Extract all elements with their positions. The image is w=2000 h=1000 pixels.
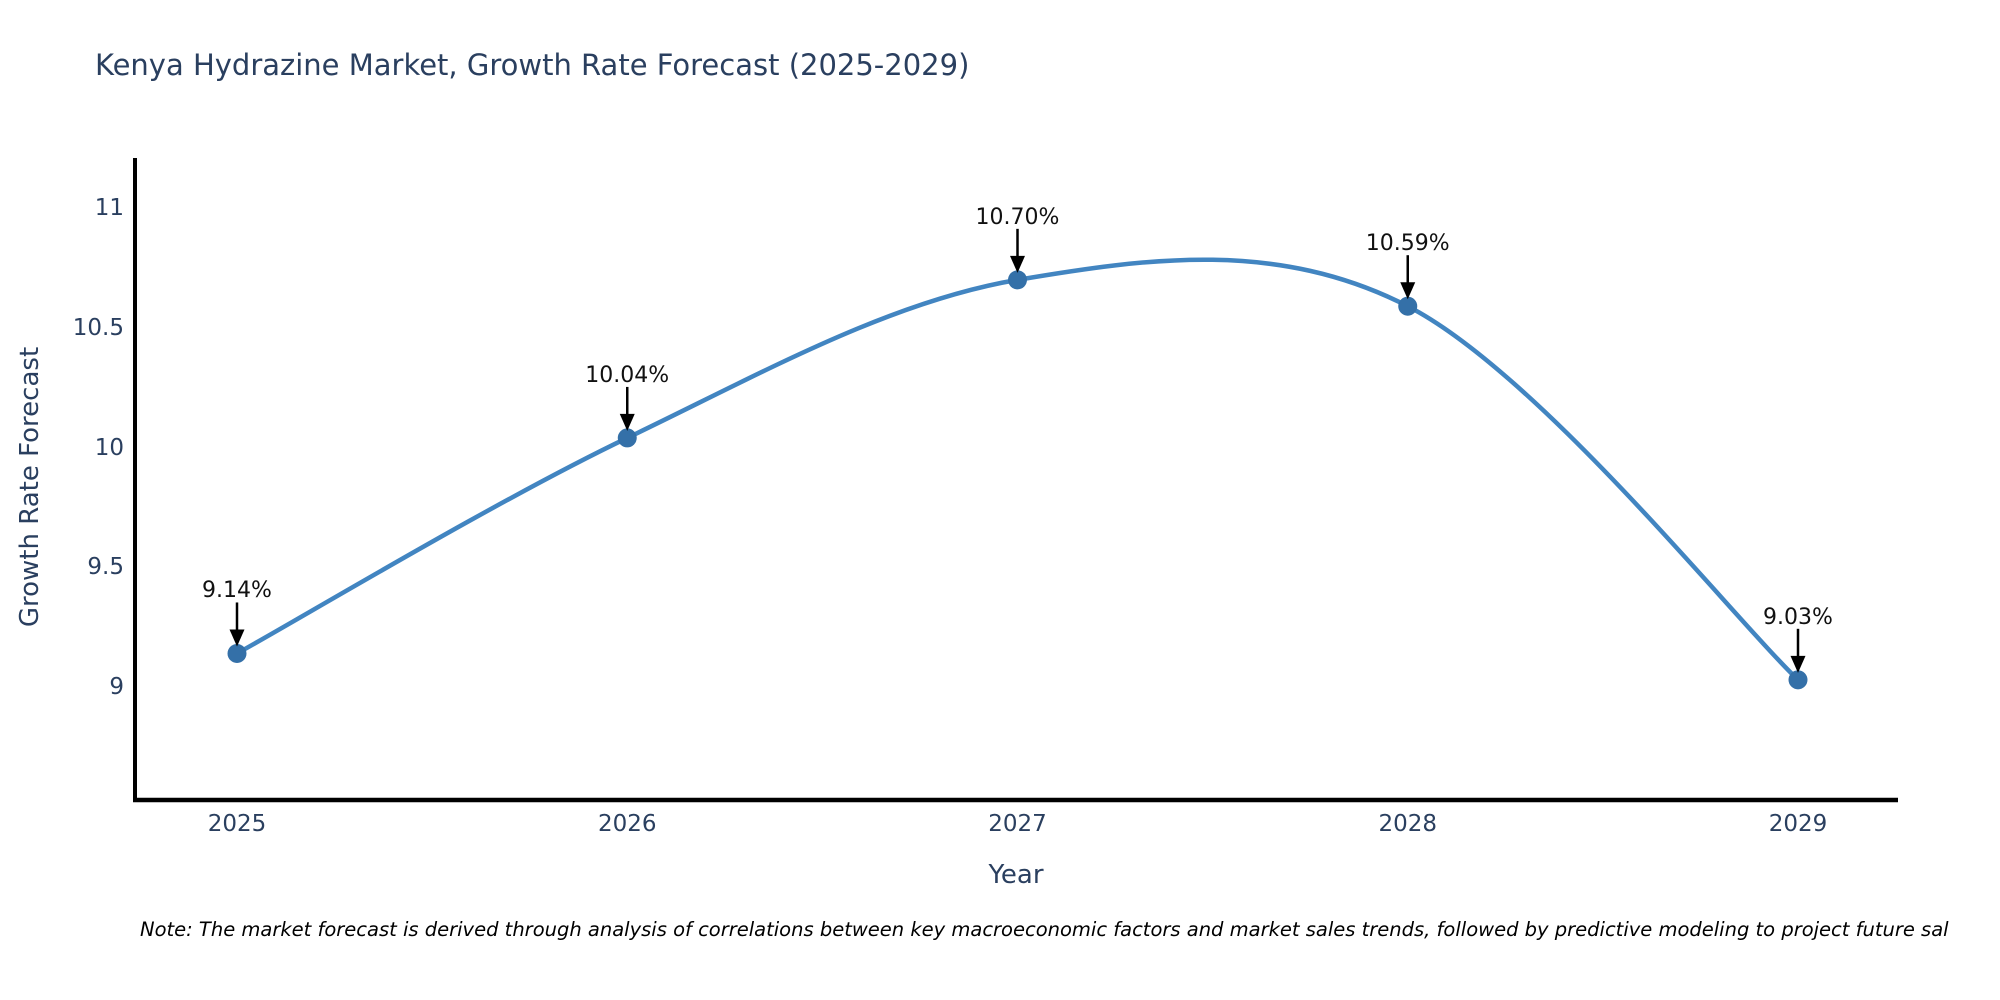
data-point-2026[interactable] [617, 428, 637, 448]
y-axis-title: Growth Rate Forecast [15, 346, 45, 628]
x-axis-title: Year [988, 860, 1044, 890]
y-tick-10.5: 10.5 [72, 314, 124, 341]
y-tick-10: 10 [94, 434, 124, 461]
x-tick-2028: 2028 [1378, 811, 1438, 837]
annotation-arrowhead [1790, 655, 1806, 673]
annotation-arrowhead [1010, 255, 1025, 273]
y-tick-9.5: 9.5 [87, 554, 124, 581]
data-point-2028[interactable] [1398, 296, 1418, 316]
annotation-arrowhead [1400, 282, 1416, 300]
y-tick-9: 9 [109, 674, 124, 700]
point-label-2025: 9.14% [202, 578, 272, 604]
point-label-2029: 9.03% [1763, 604, 1833, 630]
point-label-2027: 10.70% [975, 204, 1060, 230]
x-tick-2026: 2026 [597, 811, 657, 837]
chart-title: Kenya Hydrazine Market, Growth Rate Fore… [95, 48, 970, 82]
data-point-2027[interactable] [1008, 270, 1027, 290]
x-tick-2029: 2029 [1768, 811, 1828, 837]
y-tick-11: 11 [94, 195, 124, 221]
annotation-arrowhead [229, 629, 245, 647]
data-point-2029[interactable] [1788, 670, 1808, 690]
point-label-2028: 10.59% [1365, 231, 1450, 257]
data-point-2025[interactable] [227, 643, 247, 663]
annotation-arrowhead [619, 413, 635, 431]
x-tick-2025: 2025 [207, 811, 267, 837]
x-tick-2027: 2027 [988, 811, 1047, 837]
point-label-2026: 10.04% [585, 362, 670, 388]
footnote: Note: The market forecast is derived thr… [140, 918, 1949, 941]
growth-rate-line [235, 257, 1800, 682]
